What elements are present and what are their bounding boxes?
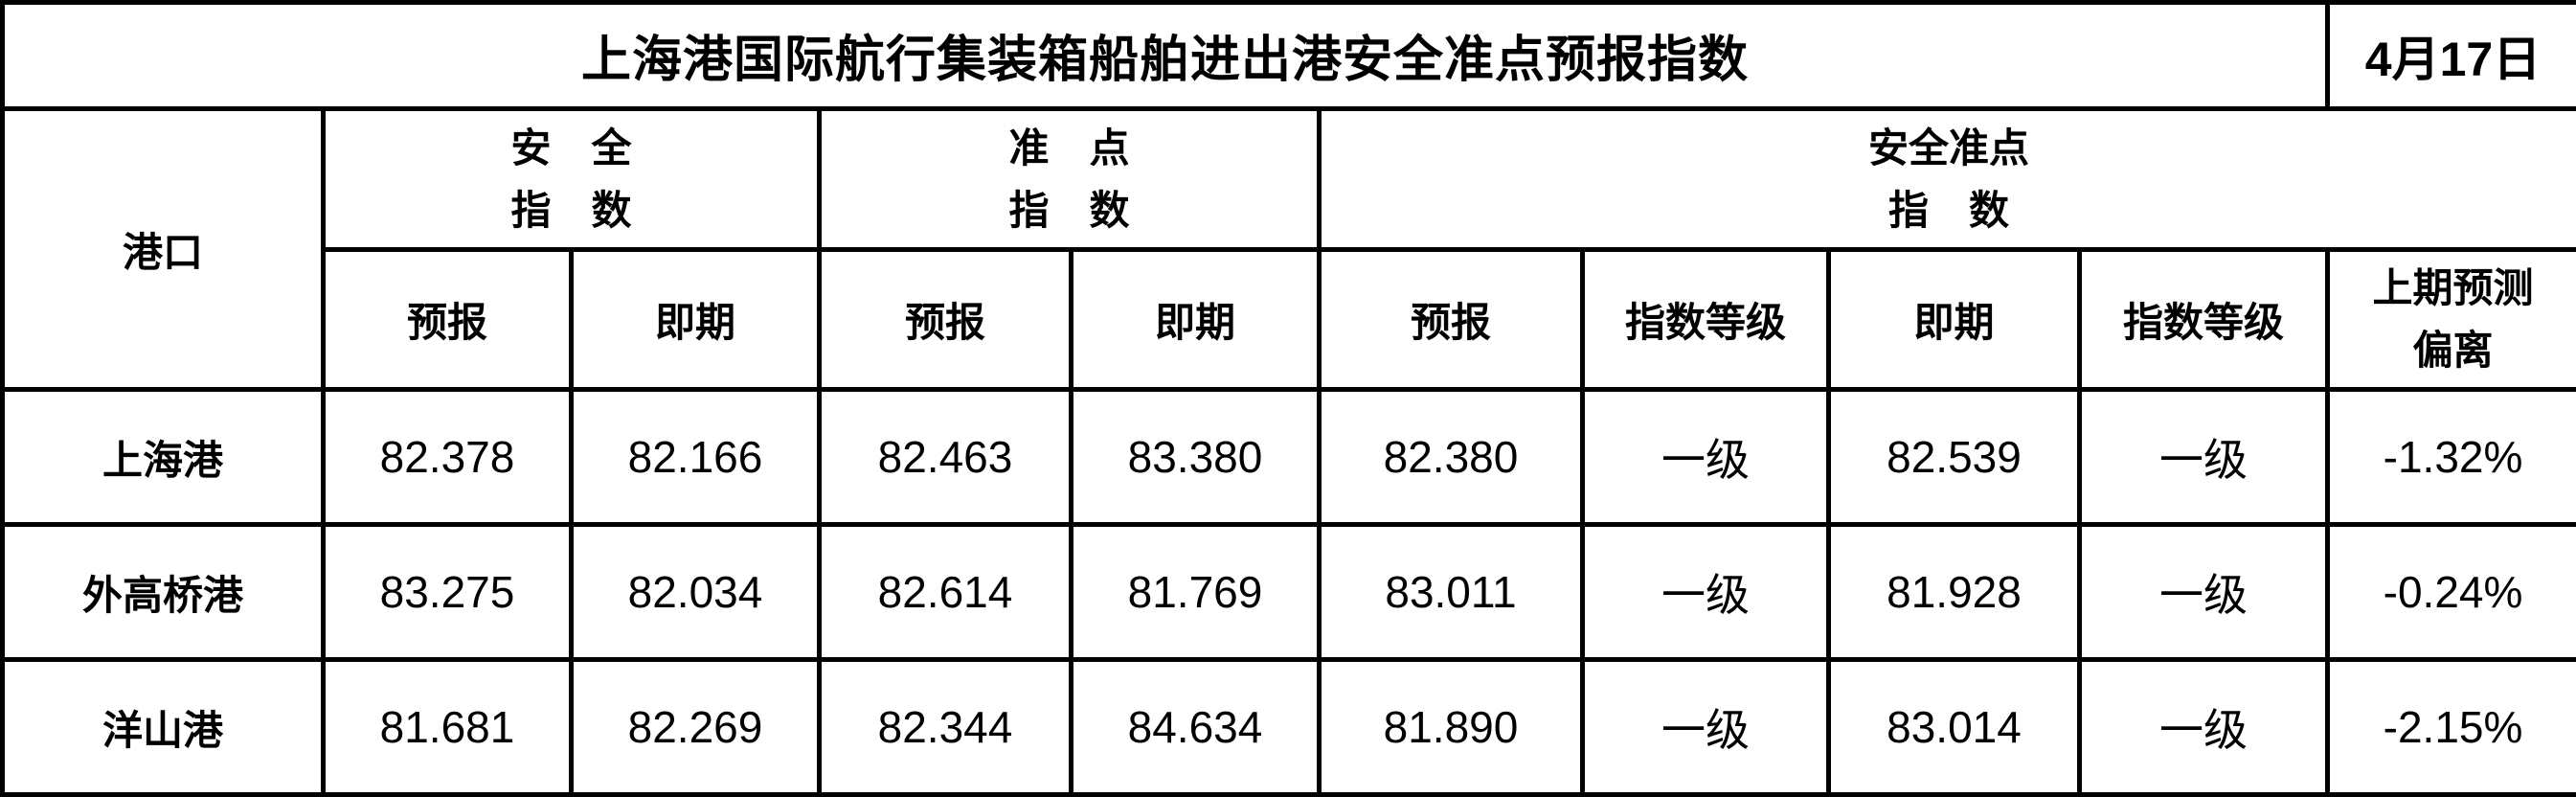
data-cell: 82.463: [817, 387, 1073, 528]
subheader-punctuality-current: 即期: [1069, 246, 1322, 393]
group-header-punctuality-line1: 准 点: [1008, 125, 1130, 171]
data-cell: 82.539: [1826, 387, 2082, 528]
group-header-punctuality-index: 准 点 指 数: [817, 105, 1322, 252]
data-cell: 83.275: [321, 522, 574, 663]
sub-header-row: 预报 即期 预报 即期 预报 指数等级 即期 指数等级 上期预测 偏离: [3, 246, 2576, 393]
data-cell: 81.681: [321, 657, 574, 797]
data-cell: 82.034: [569, 522, 822, 663]
data-cell: 82.378: [321, 387, 574, 528]
data-cell: 83.011: [1317, 522, 1585, 663]
deviation-header-line1: 上期预测: [2372, 265, 2534, 311]
table-row-waigaoqiao: 外高桥港 83.275 82.034 82.614 81.769 83.011 …: [0, 522, 2576, 663]
port-name-cell: 外高桥港: [0, 522, 326, 663]
data-cell: 82.380: [1317, 387, 1585, 528]
subheader-punctuality-forecast: 预报: [817, 246, 1073, 393]
table-title: 上海港国际航行集装箱船舶进出港安全准点预报指数: [0, 0, 2331, 111]
grade-cell: 一级: [2076, 657, 2331, 797]
port-name-cell: 洋山港: [0, 657, 326, 797]
group-header-row: 港口 安 全 指 数 准 点 指 数 安全准点 指 数: [0, 105, 2576, 393]
data-cell: 83.014: [1826, 657, 2082, 797]
group-header-punctuality-line2: 指 数: [1008, 187, 1130, 233]
deviation-cell: -0.24%: [2325, 522, 2576, 663]
group-header-safety-punctuality-line2: 指 数: [1888, 187, 2010, 233]
grade-cell: 一级: [2076, 387, 2331, 528]
report-date: 4月17日: [2325, 0, 2576, 111]
data-cell: 81.890: [1317, 657, 1585, 797]
title-row: 上海港国际航行集装箱船舶进出港安全准点预报指数 4月17日: [0, 0, 2576, 111]
subheader-combined-forecast: 预报: [1317, 246, 1585, 393]
table-row-yangshan: 洋山港 81.681 82.269 82.344 84.634 81.890 一…: [0, 657, 2576, 797]
data-cell: 82.269: [569, 657, 822, 797]
group-header-safety-line1: 安 全: [510, 125, 632, 171]
grade-cell: 一级: [1580, 522, 1831, 663]
subheader-index-grade-current: 指数等级: [2076, 246, 2331, 393]
data-cell: 81.769: [1069, 522, 1322, 663]
deviation-cell: -2.15%: [2325, 657, 2576, 797]
subheader-safety-current: 即期: [569, 246, 822, 393]
subheader-combined-current: 即期: [1826, 246, 2082, 393]
data-cell: 82.166: [569, 387, 822, 528]
deviation-cell: -1.32%: [2325, 387, 2576, 528]
data-cell: 81.928: [1826, 522, 2082, 663]
deviation-header-line2: 偏离: [2412, 328, 2494, 374]
data-cell: 84.634: [1069, 657, 1322, 797]
group-header-safety-line2: 指 数: [510, 187, 632, 233]
data-cell: 82.344: [817, 657, 1073, 797]
grade-cell: 一级: [2076, 522, 2331, 663]
grade-cell: 一级: [1580, 657, 1831, 797]
group-header-safety-punctuality-line1: 安全准点: [1868, 125, 2030, 171]
group-header-safety-index: 安 全 指 数: [321, 105, 822, 252]
subheader-safety-forecast: 预报: [321, 246, 574, 393]
col-header-port: 港口: [0, 105, 326, 393]
grade-cell: 一级: [1580, 387, 1831, 528]
subheader-previous-forecast-deviation: 上期预测 偏离: [2325, 246, 2576, 393]
group-header-safety-punctuality-index: 安全准点 指 数: [1316, 105, 2576, 252]
subheader-index-grade-forecast: 指数等级: [1580, 246, 1831, 393]
port-name-cell: 上海港: [0, 387, 326, 528]
table-row-shanghai: 上海港 82.378 82.166 82.463 83.380 82.380 一…: [0, 387, 2576, 528]
data-cell: 82.614: [817, 522, 1073, 663]
data-cell: 83.380: [1069, 387, 1322, 528]
